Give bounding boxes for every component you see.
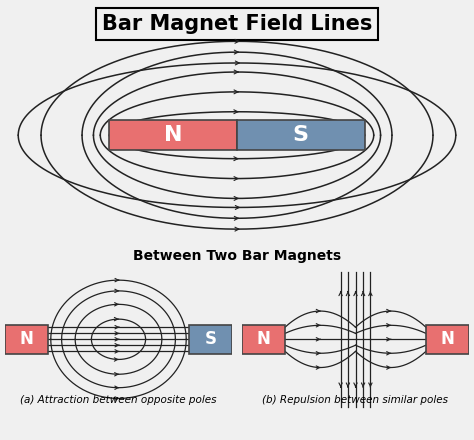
- FancyBboxPatch shape: [189, 325, 232, 354]
- FancyBboxPatch shape: [109, 120, 237, 150]
- Text: N: N: [19, 330, 33, 348]
- Text: Between Two Bar Magnets: Between Two Bar Magnets: [133, 249, 341, 263]
- FancyBboxPatch shape: [242, 325, 285, 354]
- FancyBboxPatch shape: [5, 325, 48, 354]
- Text: (a) Attraction between opposite poles: (a) Attraction between opposite poles: [20, 395, 217, 405]
- Text: (b) Repulsion between similar poles: (b) Repulsion between similar poles: [263, 395, 448, 405]
- Text: N: N: [441, 330, 455, 348]
- FancyBboxPatch shape: [426, 325, 469, 354]
- Text: Bar Magnet Field Lines: Bar Magnet Field Lines: [102, 14, 372, 34]
- Text: S: S: [293, 125, 309, 145]
- Text: S: S: [205, 330, 217, 348]
- Text: N: N: [256, 330, 270, 348]
- FancyBboxPatch shape: [237, 120, 365, 150]
- Text: N: N: [164, 125, 182, 145]
